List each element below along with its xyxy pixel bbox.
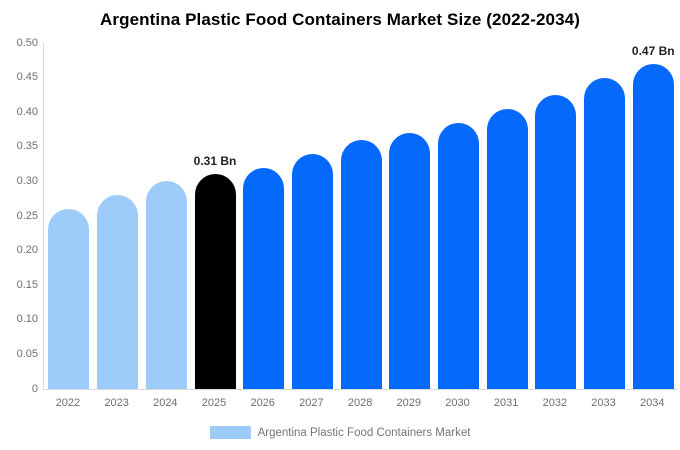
bar-2031 (486, 108, 528, 389)
legend-label: Argentina Plastic Food Containers Market (257, 426, 471, 439)
bar-2024 (145, 181, 187, 389)
legend: Argentina Plastic Food Containers Market (0, 426, 680, 439)
y-tick-0.25: 0.25 (16, 209, 38, 222)
bar-2033 (584, 77, 626, 389)
x-tick-2027: 2027 (299, 397, 324, 409)
x-tick-2025: 2025 (201, 397, 227, 409)
y-tick-0.10: 0.10 (16, 313, 38, 326)
y-tick-0.15: 0.15 (16, 278, 38, 291)
x-tick-2028: 2028 (347, 397, 373, 409)
bar-2027 (291, 153, 333, 389)
y-tick-0: 0 (31, 382, 38, 395)
chart-title: Argentina Plastic Food Containers Market… (100, 10, 580, 29)
x-tick-2026: 2026 (250, 397, 275, 409)
bar-2032 (535, 94, 577, 389)
y-tick-0.30: 0.30 (16, 174, 38, 187)
x-tick-2032: 2032 (542, 397, 568, 409)
x-tick-2029: 2029 (396, 397, 422, 409)
bar-2028 (340, 139, 382, 389)
y-tick-0.40: 0.40 (16, 105, 38, 118)
bar-2034 (632, 63, 674, 389)
x-tick-2022: 2022 (55, 397, 81, 409)
x-tick-2023: 2023 (104, 397, 129, 409)
x-tick-2034: 2034 (640, 397, 665, 409)
y-tick-0.45: 0.45 (16, 71, 38, 84)
x-tick-2030: 2030 (445, 397, 470, 409)
x-tick-2033: 2033 (591, 397, 616, 409)
x-tick-2024: 2024 (153, 397, 178, 409)
bar-2030 (437, 122, 479, 389)
legend-swatch-icon (209, 426, 251, 439)
bar-value-label-2025: 0.31 Bn (193, 154, 237, 169)
y-tick-0.20: 0.20 (16, 244, 38, 257)
bar-2022 (48, 209, 90, 389)
bar-2025 (194, 174, 236, 389)
bar-2029 (389, 132, 431, 389)
bar-value-label-2034: 0.47 Bn (631, 43, 675, 58)
y-tick-0.50: 0.50 (16, 36, 38, 49)
plot-area: 0.31 Bn 0.47 Bn (43, 43, 677, 390)
bar-2023 (97, 195, 139, 389)
y-tick-0.35: 0.35 (16, 140, 38, 153)
y-tick-0.05: 0.05 (16, 347, 38, 360)
x-tick-2031: 2031 (493, 397, 519, 409)
bar-2026 (243, 167, 285, 389)
